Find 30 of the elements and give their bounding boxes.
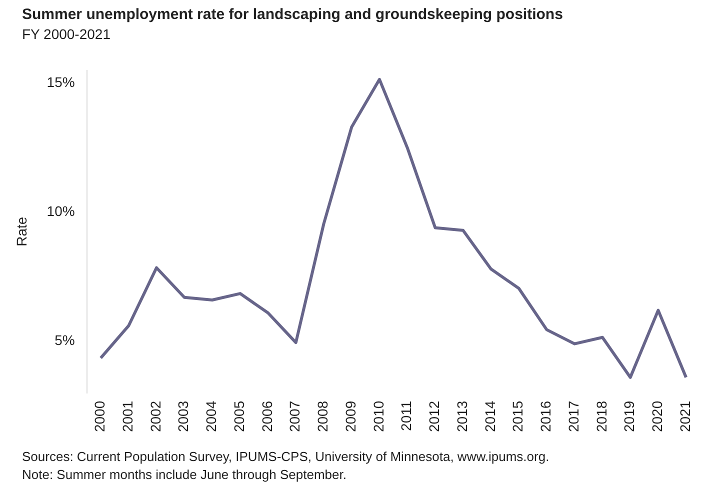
x-tick-label: 2021 [676,400,693,432]
x-tick-label: 2001 [119,400,136,432]
x-tick-label: 2002 [147,400,164,432]
x-tick-label: 2009 [342,400,358,432]
text: Note: Summer months include June through September. [22,466,348,484]
x-tick-label: 2016 [538,400,554,432]
x-tick-label: 2020 [649,400,666,432]
x-tick-label: 2012 [426,400,442,432]
x-tick-label: 2000 [92,400,108,432]
x-tick-label: 2006 [258,400,275,432]
source-note: Sources: Current Population Survey, IPUMS-CPS, University of Minnesota, www.ipums.org. [22,448,550,466]
x-tick-label: 2004 [203,400,220,432]
y-tick-label: 15% [46,74,75,90]
x-tick-label: 2013 [454,400,470,432]
x-tick-label: 2010 [370,400,386,432]
x-tick-label: 2017 [565,400,582,432]
y-axis-title: Rate [13,216,30,246]
chart-title: Summer unemployment rate for landscaping and groundskeeping positions [22,6,563,23]
x-tick-label: 2014 [482,400,498,432]
x-tick-label: 2003 [175,400,192,432]
chart-subtitle: FY 2000-2021 [22,26,110,42]
x-tick-label: 2007 [286,400,303,432]
y-tick-label: 10% [46,203,75,220]
x-tick-label: 2018 [593,400,610,432]
y-tick-label: 5% [54,332,75,348]
x-tick-label: 2008 [314,400,331,432]
x-tick-label: 2005 [230,400,247,432]
x-tick-label: 2019 [621,400,638,432]
x-tick-label: 2015 [510,400,526,432]
x-tick-label: 2011 [398,400,414,431]
